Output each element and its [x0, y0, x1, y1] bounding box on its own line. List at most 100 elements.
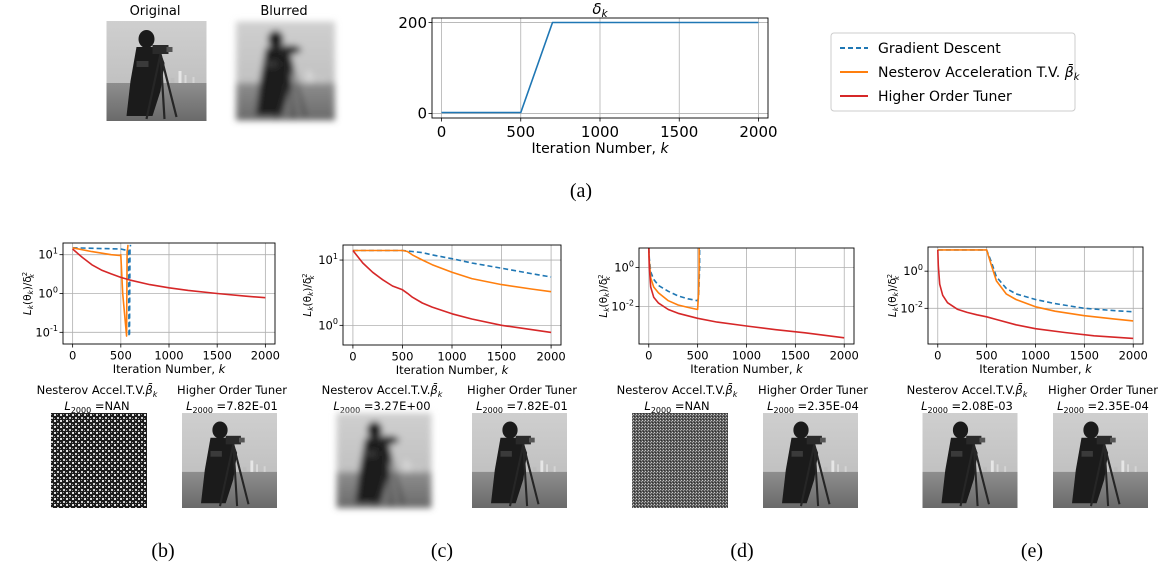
- nesterov-result-image: [336, 413, 432, 508]
- panel-label-a: (a): [570, 180, 592, 202]
- y-tick-label: 101: [318, 252, 338, 267]
- series-group: [352, 249, 552, 334]
- legend-label: Higher Order Tuner: [878, 89, 1012, 105]
- higher-order-loss: L2000 =7.82E-01: [476, 399, 568, 415]
- cameraman-image: [922, 413, 1018, 508]
- x-tick-label: 0: [645, 349, 652, 363]
- chart-a: 0 500 1000 1500 2000 0 200 Iteration Number, k δ…: [398, 0, 777, 157]
- higher-order-loss: L2000 =2.35E-04: [1057, 399, 1149, 415]
- x-tick-label: 500: [976, 349, 998, 363]
- nesterov-result-image: [922, 413, 1018, 508]
- x-tick-label: 2000: [251, 349, 280, 363]
- x-tick-label: 1000: [1021, 349, 1050, 363]
- x-tick-label: 500: [687, 349, 709, 363]
- series-line-higher-order-tuner: [352, 250, 552, 334]
- series-line-gradient-descent: [648, 248, 701, 302]
- cameraman-image: [762, 413, 859, 508]
- higher-order-result-image: [181, 413, 278, 508]
- x-axis-label: Iteration Number, k: [396, 363, 510, 377]
- nesterov-loss: L2000 =2.08E-03: [921, 399, 1013, 415]
- original-image: [106, 21, 207, 121]
- higher-order-caption: Higher Order Tuner: [177, 383, 287, 397]
- x-tick-label: 1000: [732, 349, 761, 363]
- x-tick-label: 2000: [1119, 349, 1148, 363]
- y-tick-label: 100: [38, 285, 58, 300]
- x-tick-label: 1500: [487, 350, 516, 364]
- series-group: [72, 244, 266, 337]
- y-axis-label: Lk(θk)/δ2k: [886, 274, 901, 317]
- series-line-higher-order-tuner: [937, 249, 1134, 340]
- cameraman-image: [1052, 413, 1149, 508]
- higher-order-loss: L2000 =7.82E-01: [186, 399, 278, 415]
- higher-order-loss: L2000 =2.35E-04: [767, 399, 859, 415]
- chart-b: 0 500 1000 1500 2000 101 100 10-1 Iteration Numb…: [21, 242, 280, 376]
- chart-d: 0 500 1000 1500 2000 100 10-2 Iteration Number,…: [597, 247, 859, 376]
- y-axis-label: Lk(θk)/δ2k: [597, 274, 612, 317]
- x-tick-label: 1500: [203, 349, 232, 363]
- cameraman-image: [181, 413, 278, 508]
- y-tick-label: 0: [417, 105, 427, 123]
- y-tick-label: 10-2: [611, 298, 634, 313]
- x-axis-label: Iteration Number, k: [531, 141, 669, 157]
- y-tick-label: 101: [38, 247, 58, 262]
- x-tick-label: 1500: [1070, 349, 1099, 363]
- chart-title: δk: [592, 0, 608, 20]
- x-tick-label: 0: [437, 123, 447, 141]
- original-title: Original: [130, 4, 181, 19]
- nesterov-result-image: [51, 413, 147, 508]
- y-tick-label: 100: [903, 263, 923, 278]
- x-axis-label: Iteration Number, k: [979, 362, 1093, 376]
- series-line-0: [441, 21, 759, 114]
- x-tick-label: 1500: [781, 349, 810, 363]
- nesterov-loss: L2000 =NAN: [644, 399, 709, 415]
- x-tick-label: 0: [349, 350, 356, 364]
- x-tick-label: 500: [110, 349, 132, 363]
- noise-image: [51, 413, 147, 508]
- panel-label: (e): [1021, 540, 1043, 562]
- y-tick-label: 100: [614, 259, 634, 274]
- x-tick-label: 2000: [536, 350, 565, 364]
- cameraman-image: [471, 413, 568, 508]
- higher-order-result-image: [762, 413, 859, 508]
- series-line-gradient-descent: [72, 244, 132, 337]
- higher-order-caption: Higher Order Tuner: [1048, 383, 1158, 397]
- legend-box: [830, 32, 1076, 112]
- nesterov-loss: L2000 =3.27E+00: [333, 399, 430, 415]
- higher-order-caption: Higher Order Tuner: [758, 383, 868, 397]
- x-axis-label: Iteration Number, k: [113, 362, 227, 376]
- y-tick-label: 200: [398, 14, 427, 32]
- legend: Gradient Descent Nesterov Acceleration T.…: [830, 32, 1081, 112]
- cameraman-image: [336, 413, 432, 508]
- series-line-nesterov-acceleration-t-v-: [937, 249, 1134, 322]
- x-tick-label: 500: [506, 123, 535, 141]
- series-line-nesterov-acceleration-t-v-: [72, 244, 129, 337]
- nesterov-caption: Nesterov Accel.T.V.β̄k: [617, 383, 738, 399]
- x-tick-label: 1500: [660, 123, 698, 141]
- higher-order-result-image: [1052, 413, 1149, 508]
- x-tick-label: 2000: [830, 349, 859, 363]
- nesterov-loss: L2000 =NAN: [64, 399, 129, 415]
- chart-e: 0 500 1000 1500 2000 100 10-2 Iteration Number,…: [886, 246, 1148, 376]
- y-axis-label: Lk(θk)/δ2k: [21, 272, 36, 315]
- blurred-image: [236, 21, 335, 121]
- nesterov-result-image: [632, 413, 728, 508]
- series-line-gradient-descent: [937, 249, 1134, 313]
- panel-label: (b): [151, 540, 174, 562]
- x-tick-label: 2000: [739, 123, 777, 141]
- nesterov-caption: Nesterov Accel.T.V.β̄k: [322, 383, 443, 399]
- y-axis-label: Lk(θk)/δ2k: [301, 273, 316, 316]
- chart-c: 0 500 1000 1500 2000 101 100 Iteration Number, …: [301, 244, 566, 377]
- panel-label: (d): [730, 540, 753, 562]
- legend-label: Gradient Descent: [878, 41, 1001, 57]
- series-group: [937, 249, 1134, 340]
- higher-order-caption: Higher Order Tuner: [467, 383, 577, 397]
- x-tick-label: 500: [391, 350, 413, 364]
- series-line-nesterov-acceleration-t-v-: [352, 249, 552, 293]
- nesterov-caption: Nesterov Accel.T.V.β̄k: [37, 383, 158, 399]
- nesterov-caption: Nesterov Accel.T.V.β̄k: [907, 383, 1028, 399]
